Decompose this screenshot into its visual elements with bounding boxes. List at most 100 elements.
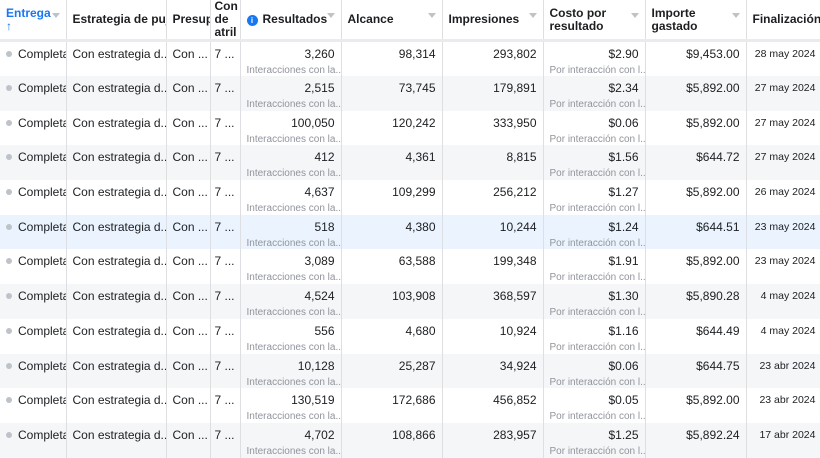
resultados-cell: 4,702 Interacciones con la... <box>240 422 342 458</box>
table-row[interactable]: Completa Con estrategia d... Con ... 7 .… <box>0 40 820 76</box>
presupuesto-cell: Con ... <box>166 40 211 76</box>
status-dot-icon <box>6 119 12 126</box>
status-dot-icon <box>6 51 12 57</box>
atribucion-cell: 7 ... <box>210 353 241 389</box>
costo-cell: $1.30 Por interacción con l... <box>543 284 646 319</box>
impresiones-cell: 10,244 <box>442 214 544 250</box>
table-row[interactable]: Completa Con estrategia d... Con ... 7 .… <box>0 284 820 319</box>
finalizacion-cell: 27 may 2024 <box>746 145 820 181</box>
impresiones-cell: 293,802 <box>442 40 544 76</box>
column-header-costo[interactable]: Costo por resultado <box>543 0 646 42</box>
column-header-presupuesto[interactable]: Presupuesto <box>166 0 211 42</box>
table-row[interactable]: Completa Con estrategia d... Con ... 7 .… <box>0 249 820 285</box>
estrategia-cell: Con estrategia d... <box>66 249 167 285</box>
presupuesto-cell: Con ... <box>166 76 211 111</box>
finalizacion-cell: 4 may 2024 <box>746 284 820 319</box>
alcance-cell: 63,588 <box>341 249 443 285</box>
chevron-down-icon[interactable] <box>528 13 537 18</box>
alcance-cell: 98,314 <box>341 40 443 76</box>
finalizacion-cell: 23 abr 2024 <box>746 388 820 423</box>
finalizacion-cell: 27 may 2024 <box>746 76 820 111</box>
importe-cell: $5,892.00 <box>645 110 747 146</box>
status-dot-icon <box>6 293 12 300</box>
estrategia-cell: Con estrategia d... <box>66 284 167 319</box>
entrega-cell: Completa <box>0 180 67 215</box>
atribucion-cell: 7 ... <box>210 214 241 250</box>
column-header-atribucion[interactable]: Con de atril <box>210 0 241 42</box>
column-header-impresiones[interactable]: Impresiones <box>442 0 544 42</box>
importe-cell: $9,453.00 <box>645 40 747 76</box>
table-row[interactable]: Completa Con estrategia d... Con ... 7 .… <box>0 145 820 181</box>
resultados-cell: 10,128 Interacciones con la... <box>240 353 342 389</box>
table-row[interactable]: Completa Con estrategia d... Con ... 7 .… <box>0 318 820 354</box>
status-dot-icon <box>6 431 12 438</box>
alcance-cell: 25,287 <box>341 353 443 389</box>
estrategia-cell: Con estrategia d... <box>66 180 167 215</box>
table-row[interactable]: Completa Con estrategia d... Con ... 7 .… <box>0 388 820 423</box>
chevron-down-icon[interactable] <box>427 13 436 18</box>
chevron-down-icon[interactable] <box>731 13 740 18</box>
estrategia-cell: Con estrategia d... <box>66 110 167 146</box>
presupuesto-cell: Con ... <box>166 110 211 146</box>
resultados-cell: 100,050 Interacciones con la... <box>240 110 342 146</box>
chevron-down-icon[interactable] <box>630 13 639 18</box>
status-dot-icon <box>6 258 12 265</box>
resultados-cell: 130,519 Interacciones con la... <box>240 388 342 423</box>
presupuesto-cell: Con ... <box>166 249 211 285</box>
costo-cell: $0.06 Por interacción con l... <box>543 110 646 146</box>
presupuesto-cell: Con ... <box>166 353 211 389</box>
column-header-importe[interactable]: Importe gastado <box>645 0 747 42</box>
alcance-cell: 172,686 <box>341 388 443 423</box>
alcance-cell: 73,745 <box>341 76 443 111</box>
entrega-cell: Completa <box>0 284 67 319</box>
costo-cell: $1.16 Por interacción con l... <box>543 318 646 354</box>
atribucion-cell: 7 ... <box>210 110 241 146</box>
column-header-estrategia[interactable]: Estrategia de puja <box>66 0 167 42</box>
column-header-alcance[interactable]: Alcance <box>341 0 443 42</box>
finalizacion-cell: 27 may 2024 <box>746 110 820 146</box>
chevron-down-icon[interactable] <box>326 13 335 18</box>
entrega-cell: Completa <box>0 388 67 423</box>
impresiones-cell: 8,815 <box>442 145 544 181</box>
estrategia-cell: Con estrategia d... <box>66 422 167 458</box>
table-row[interactable]: Completa Con estrategia d... Con ... 7 .… <box>0 110 820 146</box>
status-dot-icon <box>6 85 12 91</box>
presupuesto-cell: Con ... <box>166 388 211 423</box>
status-dot-icon <box>6 362 12 369</box>
importe-cell: $644.75 <box>645 353 747 389</box>
atribucion-cell: 7 ... <box>210 422 241 458</box>
presupuesto-cell: Con ... <box>166 422 211 458</box>
column-header-entrega[interactable]: Entrega ↑ <box>0 0 67 42</box>
table-row[interactable]: Completa Con estrategia d... Con ... 7 .… <box>0 76 820 111</box>
costo-cell: $2.34 Por interacción con l... <box>543 76 646 111</box>
column-header-resultados[interactable]: i Resultados <box>240 0 342 42</box>
atribucion-cell: 7 ... <box>210 388 241 423</box>
importe-cell: $644.51 <box>645 214 747 250</box>
importe-cell: $644.72 <box>645 145 747 181</box>
importe-cell: $5,892.00 <box>645 388 747 423</box>
table-row[interactable]: Completa Con estrategia d... Con ... 7 .… <box>0 214 820 250</box>
importe-cell: $5,892.00 <box>645 249 747 285</box>
presupuesto-cell: Con ... <box>166 318 211 354</box>
entrega-cell: Completa <box>0 214 67 250</box>
column-header-finalizacion[interactable]: Finalización <box>746 0 820 42</box>
impresiones-cell: 10,924 <box>442 318 544 354</box>
estrategia-cell: Con estrategia d... <box>66 145 167 181</box>
entrega-cell: Completa <box>0 353 67 389</box>
table-row[interactable]: Completa Con estrategia d... Con ... 7 .… <box>0 353 820 389</box>
info-icon[interactable]: i <box>246 15 258 26</box>
impresiones-cell: 283,957 <box>442 422 544 458</box>
chevron-down-icon[interactable] <box>51 13 60 18</box>
resultados-cell: 412 Interacciones con la... <box>240 145 342 181</box>
entrega-cell: Completa <box>0 40 67 76</box>
presupuesto-cell: Con ... <box>166 180 211 215</box>
table-row[interactable]: Completa Con estrategia d... Con ... 7 .… <box>0 422 820 458</box>
costo-cell: $0.05 Por interacción con l... <box>543 388 646 423</box>
impresiones-cell: 456,852 <box>442 388 544 423</box>
estrategia-cell: Con estrategia d... <box>66 214 167 250</box>
finalizacion-cell: 4 may 2024 <box>746 318 820 354</box>
finalizacion-cell: 17 abr 2024 <box>746 422 820 458</box>
estrategia-cell: Con estrategia d... <box>66 318 167 354</box>
costo-cell: $1.24 Por interacción con l... <box>543 214 646 250</box>
table-row[interactable]: Completa Con estrategia d... Con ... 7 .… <box>0 180 820 215</box>
